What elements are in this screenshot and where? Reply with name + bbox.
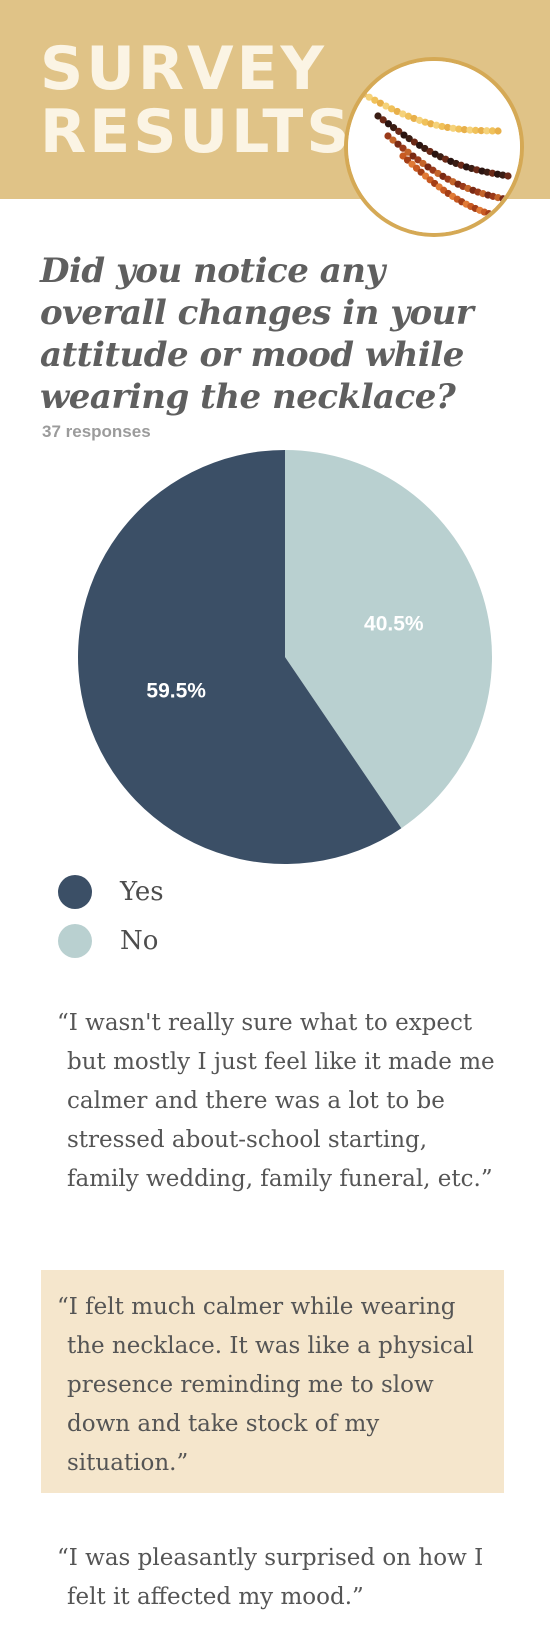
bead	[449, 124, 457, 132]
bead	[504, 172, 512, 180]
bead	[400, 131, 408, 139]
bead	[460, 126, 468, 134]
bead	[466, 126, 474, 134]
bead	[376, 99, 384, 107]
title-line-1: SURVEY	[40, 34, 328, 104]
bead	[395, 127, 403, 135]
bead	[371, 96, 379, 104]
bead	[388, 105, 396, 113]
necklace-image-icon	[348, 61, 520, 233]
bead	[507, 216, 516, 224]
bead	[438, 122, 446, 131]
bead	[416, 141, 424, 149]
bead	[414, 156, 422, 164]
legend-swatch-no	[58, 924, 92, 958]
bead	[444, 123, 452, 132]
bead	[374, 112, 382, 120]
chart-legend: Yes No	[58, 875, 164, 973]
legend-item-yes: Yes	[58, 875, 164, 909]
page-title: SURVEY RESULTS	[40, 38, 353, 164]
bead	[409, 152, 417, 160]
bead	[498, 214, 507, 222]
quote-1: “I wasn't really sure what to expect but…	[57, 1010, 495, 1192]
bead	[477, 127, 485, 135]
pie-slice-no	[285, 450, 493, 829]
pie-slice-yes	[78, 450, 402, 864]
title-line-2: RESULTS	[40, 97, 353, 167]
quote-3: “I was pleasantly surprised on how I fel…	[57, 1545, 484, 1610]
bead	[399, 110, 407, 118]
bead	[419, 159, 427, 168]
pie-label-no: 40.5%	[364, 613, 424, 636]
bead	[512, 217, 520, 225]
survey-question: Did you notice any overall changes in yo…	[40, 251, 474, 417]
bead	[432, 121, 440, 129]
bead	[472, 126, 480, 134]
bead	[416, 116, 424, 124]
quote-highlight-box	[41, 1270, 504, 1493]
legend-swatch-yes	[58, 875, 92, 909]
legend-label-yes: Yes	[120, 877, 164, 907]
bead	[382, 102, 390, 110]
response-count: 37 responses	[42, 422, 151, 441]
bead	[483, 127, 491, 135]
bead	[384, 120, 392, 128]
bead	[421, 118, 429, 126]
bead	[384, 132, 392, 140]
bead	[365, 93, 373, 101]
bead	[488, 127, 496, 135]
bead	[390, 124, 398, 132]
bead	[379, 116, 387, 124]
bead	[389, 136, 397, 144]
bead	[405, 135, 413, 143]
bead	[404, 112, 412, 120]
quote-2: “I felt much calmer while wearing the ne…	[57, 1294, 474, 1476]
bead	[410, 138, 418, 146]
bead	[494, 212, 502, 220]
bead	[399, 144, 407, 152]
necklace-photo	[344, 57, 524, 237]
legend-item-no: No	[58, 924, 164, 958]
pie-label-yes: 59.5%	[146, 679, 206, 702]
bead	[485, 210, 493, 218]
legend-label-no: No	[120, 926, 159, 956]
bead	[494, 127, 502, 135]
bead	[393, 107, 401, 116]
bead	[455, 125, 463, 133]
bead	[489, 211, 497, 219]
bead	[503, 215, 511, 223]
bead	[404, 148, 412, 156]
bead	[499, 195, 507, 203]
bead	[394, 140, 402, 148]
bead	[410, 114, 418, 123]
bead	[427, 120, 435, 128]
pie-chart: 59.5% 40.5%	[78, 450, 493, 864]
